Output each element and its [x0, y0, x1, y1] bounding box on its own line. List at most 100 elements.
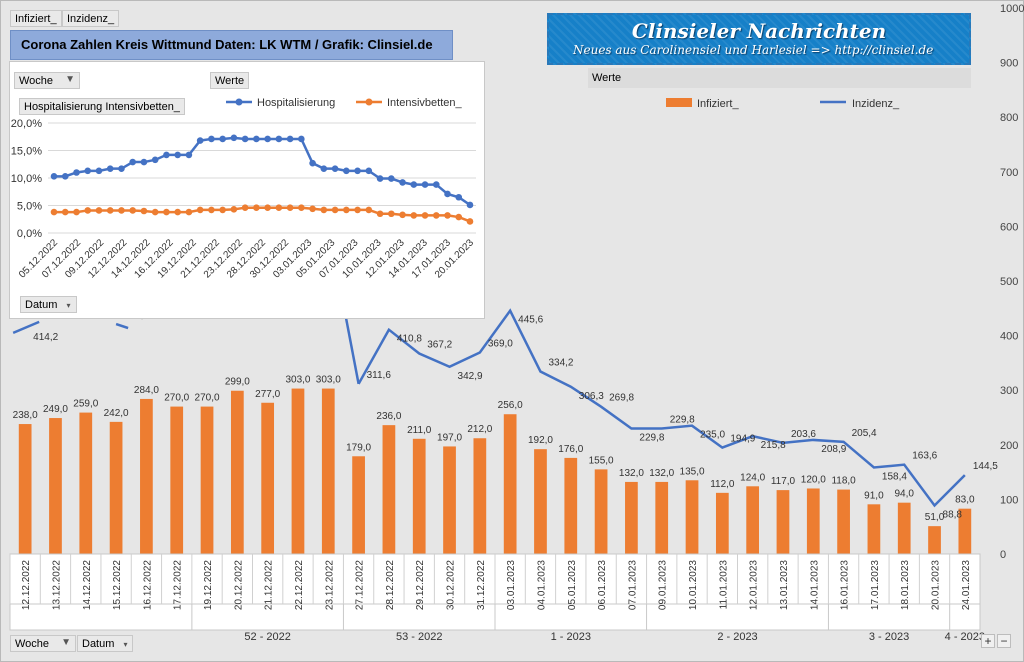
inset-point-hosp	[219, 135, 226, 143]
x-tick-label: 28.12.2022	[385, 560, 396, 610]
x-tick-label: 16.01.2023	[840, 560, 851, 610]
line-data-label: 414,2	[33, 332, 58, 343]
field-datum-bottom[interactable]: Datum ▾	[77, 635, 133, 652]
bar-data-label: 117,0	[771, 476, 796, 487]
bar	[473, 438, 487, 554]
inset-point-intens	[61, 208, 69, 216]
inset-point-hosp	[444, 190, 451, 198]
inset-point-intens	[309, 205, 316, 213]
inset-point-intens	[73, 208, 80, 216]
inset-point-intens	[118, 207, 125, 214]
y2-tick-label: 200	[1000, 440, 1018, 452]
bar-data-label: 91,0	[864, 490, 884, 501]
inset-point-intens	[264, 204, 271, 211]
field-hosp-intens[interactable]: Hospitalisierung Intensivbetten_	[19, 98, 185, 115]
inset-y-tick: 20,0%	[11, 118, 42, 130]
week-label: 4 - 2023	[945, 631, 985, 643]
zoom-in-button[interactable]: +	[981, 634, 995, 648]
inset-y-tick: 15,0%	[11, 146, 42, 158]
inset-point-hosp	[455, 193, 463, 201]
inset-y-tick: 0,0%	[17, 228, 42, 240]
bar	[928, 526, 941, 554]
x-tick-label: 17.12.2022	[173, 560, 184, 610]
inset-point-hosp	[410, 181, 418, 188]
y2-tick-label: 500	[1000, 276, 1018, 288]
bar	[230, 390, 244, 554]
bar-data-label: 176,0	[558, 444, 583, 455]
bar-data-label: 192,0	[528, 435, 553, 446]
x-tick-label: 14.01.2023	[809, 560, 820, 610]
bar	[503, 414, 517, 554]
line-data-label: 158,4	[882, 472, 907, 483]
bar-data-label: 249,0	[43, 404, 68, 415]
x-tick-label: 18.01.2023	[900, 560, 911, 610]
line-data-label: 215,8	[761, 440, 786, 451]
bar-data-label: 135,0	[680, 466, 705, 477]
field-datum-inset[interactable]: Datum ▾	[20, 296, 77, 313]
bar	[321, 388, 335, 554]
logo-line1: Clinsieler Nachrichten	[631, 19, 887, 43]
inset-point-hosp	[151, 156, 159, 164]
inset-point-hosp	[95, 167, 103, 175]
inset-point-intens	[50, 208, 58, 216]
inset-point-hosp	[343, 167, 350, 175]
x-tick-label: 19.12.2022	[203, 560, 214, 610]
field-werte-inset[interactable]: Werte	[210, 72, 250, 89]
bar-data-label: 299,0	[225, 377, 250, 388]
clinsiel-logo[interactable]: Clinsieler Nachrichten Neues aus Carolin…	[547, 13, 971, 65]
line-data-label: 269,8	[609, 393, 634, 404]
inset-point-intens	[185, 208, 193, 216]
bar-data-label: 212,0	[467, 424, 492, 435]
x-tick-label: 14.12.2022	[82, 560, 93, 610]
logo-line2: Neues aus Carolinensiel und Harlesiel =>…	[573, 43, 934, 57]
inset-point-hosp	[230, 134, 238, 142]
x-tick-label: 10.01.2023	[688, 560, 699, 610]
inset-point-intens	[343, 206, 350, 214]
bar-data-label: 132,0	[619, 468, 644, 479]
line-data-label: 367,2	[427, 340, 452, 351]
datum-bottom-label: Datum	[82, 638, 115, 650]
bar	[382, 425, 396, 554]
field-infiziert[interactable]: Infiziert_	[10, 10, 62, 27]
inset-point-hosp	[129, 158, 137, 166]
x-tick-label: 06.01.2023	[597, 560, 608, 610]
line-data-label: 88,8	[943, 510, 963, 521]
zoom-out-button[interactable]: −	[997, 634, 1011, 648]
inset-point-hosp	[174, 151, 181, 159]
line-data-label: 163,6	[912, 451, 937, 462]
bar	[867, 504, 881, 554]
woche-label: Woche	[19, 75, 54, 87]
field-inzidenz[interactable]: Inzidenz_	[62, 10, 120, 27]
x-tick-label: 31.12.2022	[476, 560, 487, 610]
bar	[140, 398, 153, 554]
x-tick-label: 05.01.2023	[567, 560, 578, 610]
x-tick-label: 09.01.2023	[658, 560, 669, 610]
inset-point-hosp	[140, 158, 148, 166]
bar-data-label: 270,0	[195, 393, 220, 404]
bar	[49, 418, 62, 554]
bar-data-label: 124,0	[740, 472, 765, 483]
inset-point-hosp	[387, 175, 395, 182]
bar	[18, 424, 32, 554]
week-label: 3 - 2023	[869, 631, 909, 643]
bar	[534, 449, 547, 554]
bar	[625, 481, 638, 554]
bar-data-label: 112,0	[710, 479, 735, 490]
field-woche-bottom[interactable]: Woche ▼	[10, 635, 76, 652]
werte-field-bar[interactable]: Werte	[588, 68, 971, 88]
inset-point-intens	[399, 211, 406, 219]
inset-point-intens	[208, 206, 215, 214]
y2-tick-label: 1000	[1000, 3, 1024, 15]
inset-point-intens	[174, 208, 181, 216]
field-woche-inset[interactable]: Woche ▼	[14, 72, 80, 89]
x-tick-label: 16.12.2022	[142, 560, 153, 610]
x-tick-label: 12.01.2023	[749, 560, 760, 610]
bar-data-label: 197,0	[437, 432, 462, 443]
bar-data-label: 242,0	[104, 408, 129, 419]
x-tick-label: 11.01.2023	[718, 560, 729, 610]
bar	[776, 490, 790, 554]
legend-label-inzidenz: Inzidenz_	[852, 98, 900, 110]
inset-point-hosp	[106, 165, 114, 172]
inset-y-tick: 5,0%	[17, 201, 42, 213]
y2-tick-label: 100	[1000, 494, 1018, 506]
